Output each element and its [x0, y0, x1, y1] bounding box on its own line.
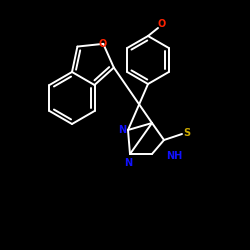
Text: O: O: [98, 39, 106, 49]
Text: S: S: [184, 128, 190, 138]
Text: N: N: [124, 158, 132, 168]
Text: NH: NH: [166, 151, 182, 161]
Text: N: N: [118, 125, 126, 135]
Text: O: O: [158, 19, 166, 29]
